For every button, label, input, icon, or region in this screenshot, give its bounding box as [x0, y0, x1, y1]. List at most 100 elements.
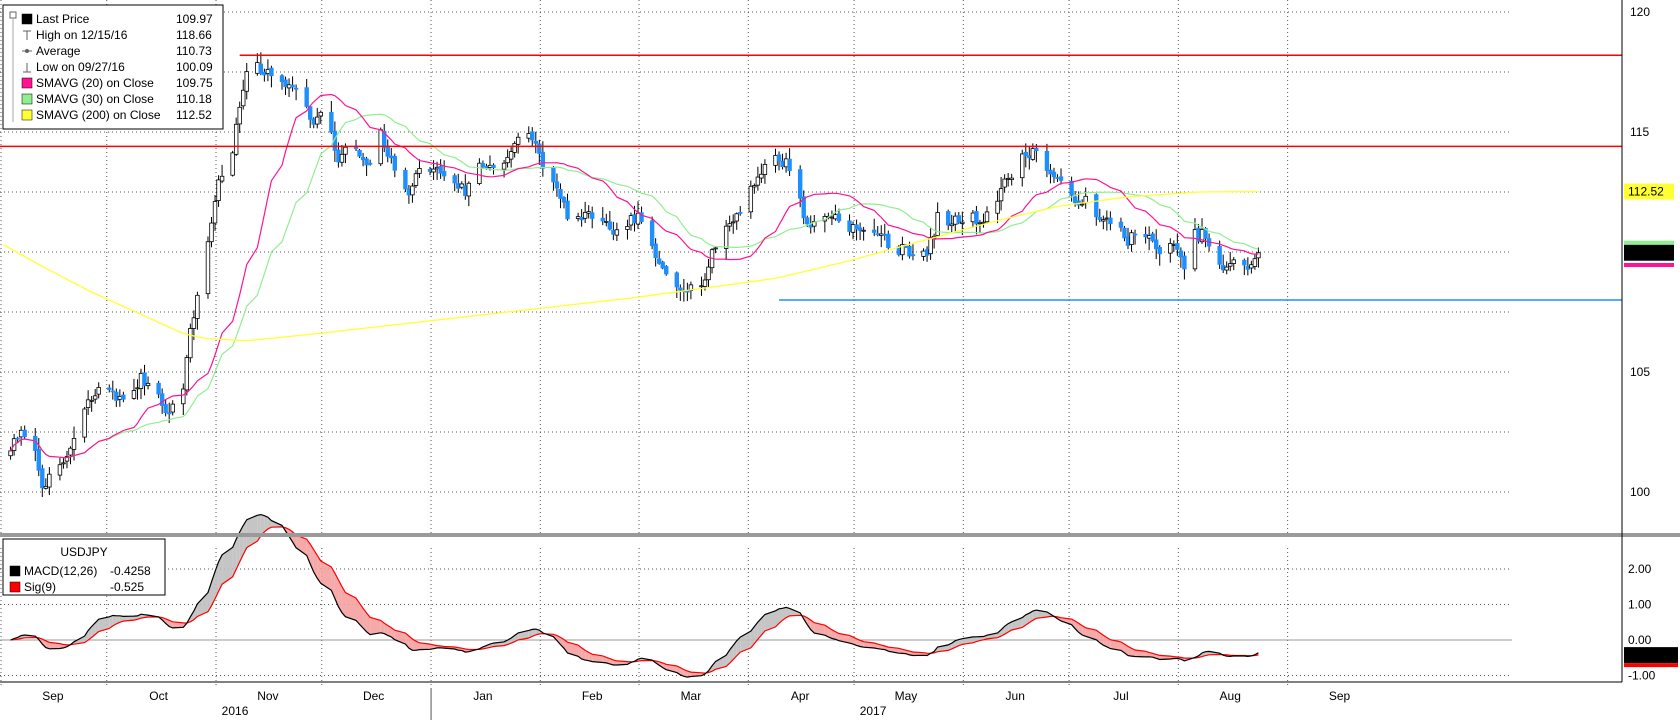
candle: [928, 228, 933, 260]
candle: [738, 205, 743, 216]
price-tick-label-3: 120: [1630, 5, 1650, 19]
candle: [1002, 174, 1007, 193]
filled-square-icon: [9, 565, 21, 577]
month-label-8: May: [895, 689, 918, 703]
candle: [121, 391, 126, 403]
candle: [1252, 253, 1258, 270]
price-legend: Last Price 109.97 High on 12/15/16 118.66 Av…: [2, 4, 224, 130]
filled-square-icon: [21, 77, 33, 89]
candle: [1150, 231, 1155, 243]
macd-legend-label: Sig(9): [24, 580, 56, 594]
candle: [293, 84, 299, 101]
candle: [403, 167, 408, 193]
price-callout-1: [1624, 244, 1674, 261]
candle: [241, 79, 246, 110]
candle: [163, 399, 168, 417]
macd-legend-label: MACD(12,26): [24, 564, 97, 578]
candle: [678, 284, 683, 301]
month-label-1: Oct: [149, 689, 168, 703]
candle: [61, 457, 66, 469]
price-callout-label-1: 109.97: [1628, 246, 1665, 260]
macd-legend-title: USDJPY: [60, 545, 107, 559]
macd-legend-value: -0.525: [110, 580, 144, 594]
candle: [1182, 251, 1187, 280]
candle: [1058, 168, 1064, 185]
candle: [1224, 261, 1229, 275]
candle: [145, 376, 151, 390]
legend-entry-label: Last Price: [36, 12, 90, 26]
candle: [590, 206, 595, 229]
legend-entry: SMAVG (30) on Close 110.18: [21, 92, 212, 106]
candle: [1203, 227, 1208, 248]
candle: [656, 250, 662, 265]
filled-square-icon: [21, 93, 33, 105]
candle: [71, 426, 77, 461]
candle: [1175, 233, 1180, 256]
candle: [258, 52, 264, 76]
candle: [752, 183, 757, 194]
candle: [1228, 252, 1233, 272]
candle: [974, 205, 979, 235]
candle: [216, 175, 221, 207]
legend-entry: High on 12/15/16 118.66: [23, 28, 212, 42]
legend-entry-value: 110.73: [176, 44, 212, 58]
signal-callout: [1624, 663, 1678, 668]
macd-line: [10, 513, 1259, 678]
candle: [653, 238, 658, 267]
sma30-line: [10, 113, 1259, 459]
candle: [660, 260, 665, 270]
candle: [318, 110, 323, 124]
candle: [57, 457, 63, 481]
legend-entry-label: Average: [36, 44, 81, 58]
candle: [731, 214, 736, 234]
month-label-3: Dec: [363, 689, 384, 703]
macd-legend-value: -0.4258: [110, 564, 151, 578]
candle: [237, 101, 242, 133]
candle: [329, 101, 334, 134]
candle: [625, 219, 630, 240]
candle: [92, 389, 98, 404]
candle: [801, 190, 806, 225]
month-label-0: Sep: [42, 689, 64, 703]
candle: [1129, 229, 1134, 252]
candle: [748, 180, 754, 219]
candle: [960, 211, 965, 236]
candle: [949, 214, 954, 233]
candle: [515, 132, 521, 154]
month-label-10: Jul: [1113, 689, 1128, 703]
candle: [230, 150, 235, 177]
candle: [1094, 193, 1099, 226]
candle: [1023, 143, 1028, 168]
macd-panel: [10, 513, 1259, 678]
price-panel: [0, 52, 1622, 498]
price-callout-0: [1624, 183, 1674, 200]
candle: [872, 218, 877, 237]
candle: [984, 206, 990, 224]
price-tick-label-0: 100: [1630, 485, 1650, 499]
macd-tick-label-0: 2.00: [1628, 562, 1652, 576]
candle: [600, 207, 605, 226]
filled-square-icon: [21, 109, 33, 121]
candle: [1231, 256, 1236, 271]
candle: [946, 209, 951, 231]
candle: [1118, 217, 1124, 232]
candle: [582, 201, 588, 224]
candle: [558, 183, 563, 209]
candle: [734, 212, 739, 230]
candle: [1242, 258, 1247, 276]
legend-entry-value: 109.75: [176, 76, 213, 90]
candle: [1256, 247, 1261, 268]
candle: [357, 148, 362, 158]
macd-legend-entry: Sig(9) -0.525: [9, 580, 144, 594]
candle: [269, 65, 274, 88]
legend-entry-value: 110.18: [176, 92, 212, 106]
legend-entry: Low on 09/27/16 100.09: [23, 60, 213, 74]
candle: [466, 181, 472, 207]
candle: [480, 160, 486, 169]
candle: [339, 144, 345, 167]
candle: [392, 153, 397, 178]
candle: [508, 145, 514, 168]
sma20-callout: [1624, 263, 1674, 267]
candle: [674, 271, 679, 298]
